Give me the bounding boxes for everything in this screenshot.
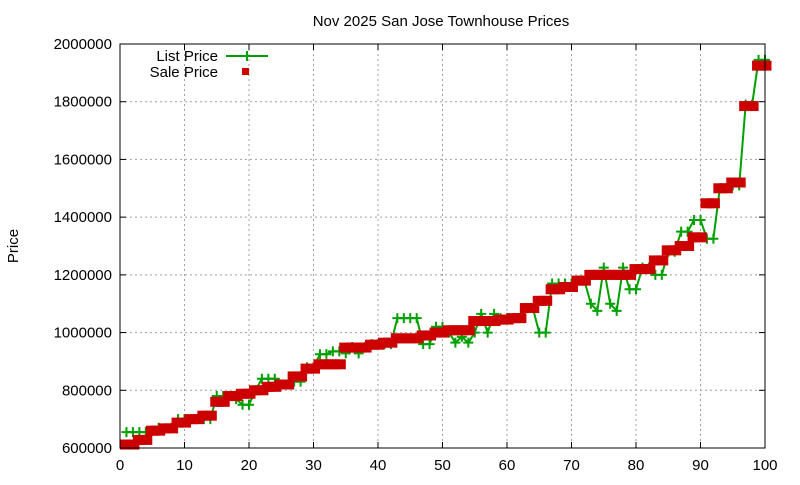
x-tick-label: 100	[752, 457, 777, 474]
legend-list-marker	[242, 51, 252, 61]
x-tick-label: 10	[176, 457, 193, 474]
y-tick-label: 1600000	[54, 151, 112, 168]
list-price-point	[482, 327, 493, 338]
sale-price-point	[281, 379, 295, 390]
y-tick-label: 1000000	[54, 325, 112, 342]
list-price-point	[708, 233, 719, 244]
list-price-point	[411, 313, 422, 324]
x-tick-label: 30	[305, 457, 322, 474]
sale-price-point	[539, 295, 553, 306]
sale-price-point	[623, 269, 637, 280]
y-tick-label: 1200000	[54, 267, 112, 284]
sale-price-point	[294, 371, 308, 382]
x-tick-label: 0	[116, 457, 124, 474]
sale-price-point	[642, 264, 656, 275]
x-tick-label: 60	[499, 457, 516, 474]
y-tick-label: 1400000	[54, 209, 112, 226]
x-tick-label: 50	[434, 457, 451, 474]
sale-price-point	[655, 255, 669, 266]
sale-price-point	[165, 423, 179, 434]
sale-price-point	[139, 434, 153, 445]
list-price-point	[463, 337, 474, 348]
x-tick-label: 90	[692, 457, 709, 474]
y-tick-label: 800000	[62, 382, 112, 399]
sale-price-point	[565, 281, 578, 292]
sale-price-point	[513, 313, 527, 324]
x-tick-label: 70	[563, 457, 580, 474]
list-price-point	[244, 399, 254, 410]
ticks: 0 10 20 30 40 50 60 70 80 90 100 600000 800000 100000…	[54, 36, 778, 474]
series-sale-price	[119, 60, 772, 450]
sale-price-point	[719, 183, 733, 194]
sale-price-point	[745, 101, 759, 112]
sale-price-point	[216, 396, 230, 407]
legend-list-label: List Price	[156, 48, 218, 65]
plot-frame	[119, 43, 766, 449]
list-price-point	[631, 284, 641, 295]
list-price-point	[605, 298, 616, 309]
list-price-point	[611, 305, 622, 316]
list-price-point	[540, 327, 551, 338]
sale-price-point	[681, 241, 695, 251]
list-price-point	[321, 349, 332, 360]
y-axis-label: Price	[5, 229, 22, 263]
legend: List Price Sale Price	[150, 48, 268, 81]
list-price-point	[585, 298, 596, 309]
legend-sale-marker	[242, 68, 249, 75]
y-tick-label: 600000	[62, 440, 112, 457]
list-price-point	[450, 337, 461, 348]
list-price-point	[695, 215, 706, 226]
sale-price-point	[203, 410, 217, 421]
sale-price-point	[577, 275, 591, 286]
y-tick-label: 1800000	[54, 94, 112, 111]
legend-sale-label: Sale Price	[150, 64, 218, 81]
sale-price-point	[706, 198, 720, 209]
y-tick-label: 2000000	[54, 36, 112, 53]
x-tick-label: 20	[241, 457, 258, 474]
sale-price-point	[732, 177, 746, 188]
sale-price-point	[332, 359, 346, 370]
sale-price-point	[694, 232, 707, 243]
grid	[120, 44, 765, 448]
list-price-point	[656, 269, 667, 280]
list-price-point	[592, 305, 603, 316]
x-tick-label: 80	[628, 457, 645, 474]
chart-title: Nov 2025 San Jose Townhouse Prices	[313, 13, 570, 30]
list-price-point	[424, 339, 435, 350]
sale-price-point	[461, 325, 475, 336]
x-tick-label: 40	[370, 457, 387, 474]
sale-price-point	[526, 303, 540, 314]
